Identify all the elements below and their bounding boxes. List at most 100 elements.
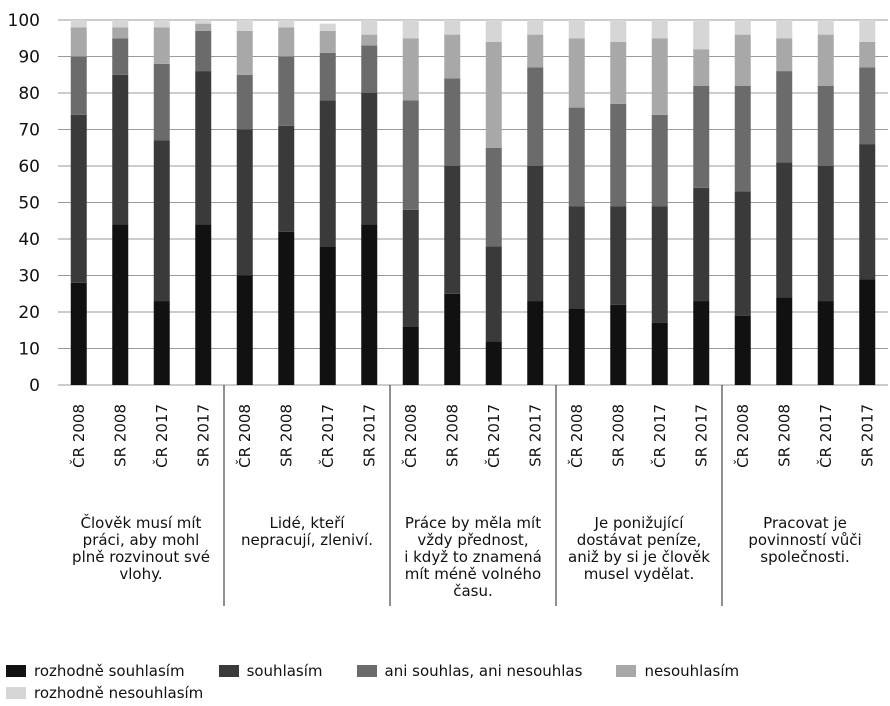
bar-segment-6-5 [278,20,295,28]
legend-swatch-1 [6,665,26,677]
bar-segment-19-1 [817,301,834,385]
bar-segment-20-5 [859,20,876,42]
bar-segment-19-4 [817,34,834,86]
group-label-3-line-4: mít méně volného [405,565,541,583]
y-tick-label-10: 10 [18,340,40,360]
group-label-4-line-2: dostávat peníze, [577,531,702,549]
bar-segment-4-5 [195,20,212,24]
bar-segment-5-3 [236,74,253,130]
y-tick-label-40: 40 [18,230,40,250]
x-tick-label-10: SR 2008 [443,404,461,467]
bar-segment-4-3 [195,30,212,72]
bar-segment-9-3 [402,100,419,210]
bar-segment-4-2 [195,71,212,225]
group-label-5: Pracovat je povinností vůči společnosti. [748,514,861,566]
legend-item-3: ani souhlas, ani nesouhlas [356,662,583,680]
x-tick-label-17: ČR 2008 [733,404,752,468]
bar-segment-12-5 [527,20,544,35]
group-label-3-line-2: vždy přednost, [417,531,528,549]
bar-segment-4-4 [195,23,212,31]
bar-segment-19-2 [817,166,834,302]
bar-segment-18-5 [776,20,793,39]
bar-segment-17-3 [734,85,751,192]
bar-segment-2-2 [112,74,129,225]
bar-segment-10-2 [444,166,461,294]
legend-row-1: rozhodně souhlasím souhlasím ani souhlas… [6,660,876,682]
legend-label-1: rozhodně souhlasím [34,662,185,680]
x-tick-label-1: ČR 2008 [69,404,88,468]
group-label-1-line-2: práci, aby mohl [83,531,200,549]
bar-segment-1-1 [70,282,87,385]
group-label-5-line-3: společnosti. [760,548,849,566]
stacked-bar-chart: 0 10 20 30 40 50 60 70 80 90 100 ČR 2008 SR 2008 ČR 2… [8,11,888,606]
x-tick-label-20: SR 2017 [858,404,876,467]
group-label-4-line-4: musel vydělat. [584,565,695,583]
x-tick-label-9: ČR 2008 [401,404,420,468]
bar-segment-6-3 [278,56,295,126]
bar-segment-13-3 [568,107,585,207]
bar-segment-11-3 [485,147,502,247]
bar-segment-1-2 [70,114,87,283]
group-label-2-line-2: nepracují, zleniví. [241,531,373,549]
bar-segment-3-3 [153,63,170,141]
bar-segment-12-1 [527,301,544,385]
x-tick-label-15: ČR 2017 [650,404,669,468]
bar-segment-12-4 [527,34,544,68]
bar-segment-1-3 [70,56,87,115]
legend-swatch-2 [218,665,239,677]
legend-label-4: nesouhlasím [644,662,740,680]
x-tick-label-11: ČR 2017 [484,404,503,468]
bar-segment-11-5 [485,20,502,42]
legend-item-2: souhlasím [218,662,323,680]
legend: rozhodně souhlasím souhlasím ani souhlas… [6,660,876,704]
bar-segment-15-1 [651,322,668,385]
group-label-3: Práce by měla mít vždy přednost, i když to… [404,514,542,600]
group-label-1-line-1: Člověk musí mít [81,513,202,532]
bar-segment-10-4 [444,34,461,79]
legend-label-3: ani souhlas, ani nesouhlas [384,662,583,680]
y-tick-label-0: 0 [29,376,40,396]
bar-segment-15-4 [651,38,668,115]
group-label-2: Lidé, kteří nepracují, zleniví. [241,514,373,549]
legend-label-5: rozhodně nesouhlasím [34,684,204,702]
x-tick-label-19: ČR 2017 [816,404,835,468]
y-tick-label-30: 30 [18,267,40,287]
y-tick-label-20: 20 [18,303,40,323]
x-tick-label-16: SR 2017 [692,404,710,467]
bar-segment-14-3 [610,103,627,207]
bar-segment-20-4 [859,41,876,68]
bar-segment-18-2 [776,162,793,298]
legend-row-2: rozhodně nesouhlasím [6,682,876,704]
bar-segment-1-4 [70,27,87,57]
x-tick-label-18: SR 2008 [775,404,793,467]
bar-segment-2-1 [112,224,129,385]
bar-segment-10-5 [444,20,461,35]
bar-segment-18-4 [776,38,793,72]
bar-segment-7-1 [319,246,336,385]
bar-segment-19-5 [817,20,834,35]
bar-segment-20-2 [859,144,876,280]
bar-segment-17-2 [734,191,751,316]
group-label-2-line-1: Lidé, kteří [270,514,346,532]
bar-segment-16-2 [693,187,710,302]
bar-segment-5-2 [236,129,253,276]
group-label-4-line-1: Je ponižující [594,514,685,532]
bar-segment-3-2 [153,140,170,302]
legend-item-5: rozhodně nesouhlasím [6,684,203,702]
bar-segment-15-2 [651,206,668,323]
bar-segment-15-3 [651,114,668,207]
bar-segment-9-2 [402,209,419,327]
bar-segment-3-5 [153,20,170,28]
bar-segment-20-3 [859,67,876,145]
y-tick-label-50: 50 [18,194,40,214]
x-tick-label-14: SR 2008 [609,404,627,467]
bar-segment-16-3 [693,85,710,188]
bar-segment-17-1 [734,315,751,385]
group-label-4: Je ponižující dostávat peníze, aniž by si … [568,514,710,583]
x-tick-label-7: ČR 2017 [318,404,337,468]
bar-segment-8-2 [361,93,378,225]
bar-segment-15-5 [651,20,668,39]
legend-swatch-4 [616,665,637,677]
bar-segment-3-4 [153,27,170,64]
bar-segment-4-1 [195,224,212,385]
